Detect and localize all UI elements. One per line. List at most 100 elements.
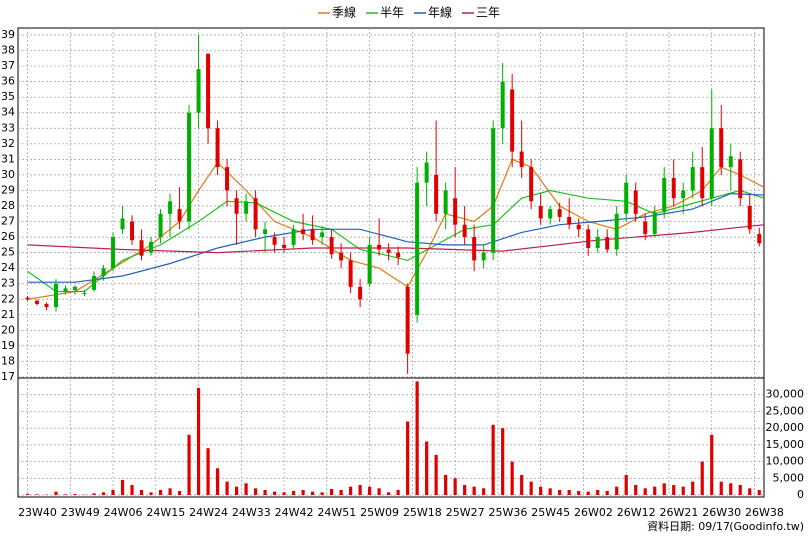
y-tick-label: 17 <box>1 370 15 383</box>
candle-body <box>187 112 192 222</box>
legend: 季線 半年 年線 三年 <box>318 5 500 20</box>
volume-bar <box>748 488 752 495</box>
source: (Goodinfo.tw) <box>729 520 804 533</box>
candle-body <box>747 205 752 230</box>
volume-bar <box>92 493 96 495</box>
candle-body <box>700 167 705 199</box>
candle-body <box>548 209 553 219</box>
volume-bar <box>681 486 685 495</box>
candle-body <box>35 300 40 304</box>
candle-body <box>481 252 486 261</box>
volume-bar <box>158 489 163 495</box>
volume-tick-label: 20,000 <box>766 421 805 434</box>
volume-bar <box>586 491 590 495</box>
volume-bar <box>63 494 68 495</box>
candle-body <box>728 156 733 168</box>
candle-body <box>44 303 49 308</box>
plot-frame <box>17 27 765 498</box>
candle-body <box>377 244 382 250</box>
volume-bar <box>234 486 239 495</box>
y-tick-label: 39 <box>1 28 15 41</box>
y-tick-label: 34 <box>1 106 15 119</box>
y-tick-label: 28 <box>1 199 15 212</box>
volume-bar <box>253 488 258 495</box>
x-tick-label: 26W38 <box>745 506 784 519</box>
candle-body <box>681 190 686 199</box>
volume-bar <box>482 488 486 495</box>
volume-bar <box>710 434 714 495</box>
volume-bar <box>263 489 267 495</box>
volume-bar <box>330 488 334 495</box>
x-tick-label: 26W02 <box>574 506 613 519</box>
x-tick-label: 25W27 <box>446 506 485 519</box>
volume-bar <box>529 481 533 495</box>
candle-body <box>405 286 410 354</box>
candle-body <box>529 167 534 202</box>
candle-body <box>291 229 296 245</box>
volume-bar <box>149 492 153 495</box>
volume-bar <box>101 492 106 495</box>
x-tick-label: 23W40 <box>18 506 57 519</box>
y-tick-label: 27 <box>1 215 15 228</box>
y-tick-label: 33 <box>1 121 15 134</box>
candle-body <box>462 224 467 238</box>
candle-body <box>424 162 429 183</box>
volume-bar <box>215 468 220 495</box>
candle-body <box>339 252 344 261</box>
y-tick-label: 25 <box>1 246 15 259</box>
volume-bar <box>310 491 315 495</box>
volume-bar <box>605 490 609 495</box>
candle-body <box>282 244 287 248</box>
volume-bar <box>434 454 438 495</box>
y-tick-label: 21 <box>1 308 15 321</box>
candle-body <box>367 244 372 284</box>
candle-body <box>272 237 277 245</box>
candle-body <box>605 237 610 250</box>
candle-body <box>215 128 220 168</box>
candle-body <box>576 224 581 230</box>
y-tick-label: 36 <box>1 75 15 88</box>
candle-body <box>491 128 496 253</box>
volume-bar <box>139 489 144 495</box>
candle-body <box>662 178 667 213</box>
candle-body <box>434 174 439 214</box>
volume-bar <box>653 486 657 495</box>
candle-body <box>301 229 306 234</box>
candle-body <box>500 81 505 129</box>
volume-bar <box>567 489 571 495</box>
volume-bar <box>25 493 30 495</box>
y-tick-label: 32 <box>1 137 15 150</box>
legend-label: 三年 <box>476 6 500 20</box>
candle-body <box>348 260 353 287</box>
volume-bar <box>472 486 476 495</box>
legend-label: 年線 <box>428 5 452 20</box>
x-tick-label: 25W36 <box>488 506 527 519</box>
volume-bar <box>520 474 524 495</box>
x-tick-label: 24W33 <box>232 506 271 519</box>
volume-bar <box>196 388 201 495</box>
candle-body <box>586 229 591 248</box>
volume-bar <box>349 486 353 495</box>
x-tick-label: 24W24 <box>189 506 228 519</box>
volume-bar <box>738 484 742 495</box>
candle-body <box>253 198 258 230</box>
candle-body <box>111 237 116 269</box>
volume-bar <box>320 492 324 495</box>
x-tick-label: 25W45 <box>531 506 570 519</box>
legend-label: 季線 <box>332 5 356 20</box>
volume-bar <box>339 489 343 495</box>
candle-body <box>177 209 182 222</box>
y-tick-label: 35 <box>1 90 15 103</box>
volume-bar <box>387 492 391 495</box>
candle-body <box>652 212 657 234</box>
volume-tick-label: 15,000 <box>766 438 805 451</box>
volume-bar <box>396 489 400 495</box>
candle-body <box>690 167 695 191</box>
x-tick-label: 24W15 <box>146 506 185 519</box>
candle-body <box>510 89 515 152</box>
volume-tick-label: 25,000 <box>766 404 805 417</box>
candle-body <box>225 167 230 191</box>
volume-bar <box>368 486 372 495</box>
candle-body <box>149 241 154 253</box>
x-tick-label: 23W49 <box>61 506 100 519</box>
